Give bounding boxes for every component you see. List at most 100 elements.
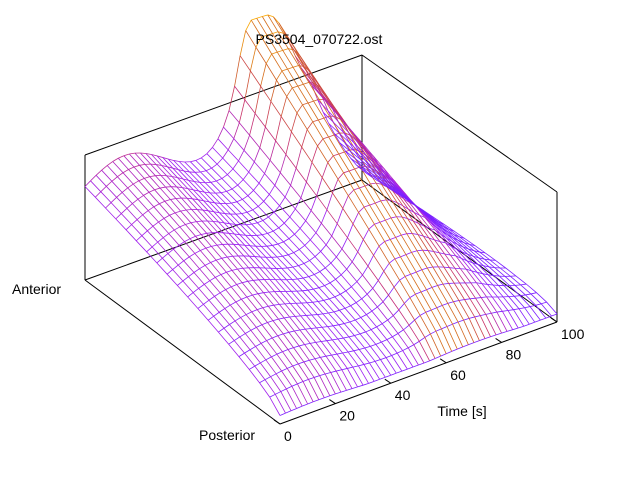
mesh-line-position (457, 346, 463, 350)
mesh-line-position (272, 335, 278, 339)
mesh-line-position (196, 220, 203, 223)
x-tick-mark (439, 358, 447, 364)
mesh-line-position (417, 234, 424, 237)
mesh-line-position (465, 268, 472, 272)
mesh-line-position (216, 157, 223, 165)
mesh-line-position (189, 235, 196, 240)
mesh-line-position (190, 160, 196, 163)
mesh-line-position (336, 248, 343, 258)
mesh-line-position (332, 338, 338, 341)
mesh-line-position (189, 253, 196, 258)
mesh-line-position (204, 191, 211, 194)
mesh-line-position (334, 293, 341, 298)
mesh-line-position (290, 168, 297, 186)
mesh-line-position (246, 209, 253, 213)
mesh-line-position (513, 308, 520, 311)
mesh-line-position (429, 358, 436, 362)
mesh-line-position (475, 297, 482, 299)
mesh-line-position (132, 198, 139, 204)
mesh-line-time (206, 153, 403, 372)
mesh-line-position (399, 276, 406, 281)
mesh-line-position (223, 324, 230, 329)
mesh-line-position (212, 138, 219, 148)
mesh-line-position (299, 328, 306, 331)
mesh-line-position (404, 297, 411, 304)
mesh-line-position (469, 316, 475, 319)
mesh-line-position (255, 343, 262, 347)
mesh-line-time (151, 154, 347, 391)
mesh-line-position (350, 302, 357, 307)
mesh-line-position (322, 112, 330, 124)
mesh-line-position (133, 164, 140, 168)
mesh-line-position (345, 150, 352, 159)
mesh-line-position (280, 388, 287, 392)
time-axis-ticks: 0 20 40 60 80 100 (273, 317, 585, 444)
mesh-line-position (261, 322, 268, 326)
mesh-line-position (270, 79, 277, 102)
mesh-line-position (268, 185, 276, 195)
mesh-line-position (254, 362, 261, 367)
mesh-line-position (302, 102, 309, 106)
mesh-line-position (366, 288, 374, 295)
mesh-line-position (397, 329, 404, 334)
mesh-line-position (162, 157, 169, 160)
mesh-line-position (194, 250, 201, 254)
mesh-line-position (256, 16, 263, 19)
mesh-line-position (305, 328, 312, 330)
mesh-line-position (187, 188, 194, 191)
mesh-line-position (444, 253, 451, 256)
mesh-line-position (226, 188, 233, 192)
mesh-line-position (234, 336, 240, 341)
mesh-line-position (344, 321, 350, 324)
y-axis-label-posterior: Posterior (199, 427, 255, 443)
mesh-line-position (367, 255, 374, 267)
mesh-line-position (357, 239, 364, 252)
mesh-line-position (278, 317, 285, 320)
mesh-line-position (324, 395, 330, 399)
mesh-line-position (423, 235, 430, 239)
mesh-line-position (286, 87, 293, 97)
mesh-line-position (361, 293, 368, 300)
mesh-line-position (259, 126, 266, 148)
mesh-line-position (297, 277, 304, 280)
x-tick-label: 80 (506, 346, 522, 362)
mesh-line-position (169, 212, 176, 216)
mesh-line-position (260, 340, 267, 344)
mesh-line-position (315, 223, 322, 234)
mesh-line-time (195, 160, 392, 376)
mesh-line-position (251, 17, 257, 21)
mesh-line-position (495, 332, 502, 336)
mesh-line-position (340, 268, 347, 276)
mesh-line-position (308, 377, 315, 380)
mesh-line-position (206, 232, 213, 234)
mesh-line-position (325, 354, 332, 357)
mesh-line-position (376, 323, 383, 328)
mesh-line-position (333, 324, 339, 327)
mesh-line-position (384, 239, 391, 242)
mesh-line-position (206, 147, 213, 154)
mesh-line-position (394, 256, 401, 260)
y-axis-label-anterior: Anterior (12, 281, 61, 297)
mesh-line-position (205, 167, 212, 172)
mesh-line-time (267, 14, 464, 348)
mesh-line-position (477, 271, 483, 275)
mesh-line-position (216, 244, 223, 246)
mesh-line-position (182, 187, 188, 190)
mesh-line-position (121, 187, 128, 193)
mesh-line-position (372, 280, 379, 289)
mesh-line-position (483, 265, 490, 268)
mesh-line-position (288, 252, 294, 256)
mesh-line-position (195, 157, 202, 161)
mesh-line-position (188, 272, 195, 277)
mesh-line-position (272, 318, 279, 322)
mesh-line-position (545, 315, 552, 319)
mesh-line-position (282, 349, 289, 353)
mesh-line-position (218, 327, 225, 333)
mesh-line-position (277, 241, 284, 245)
mesh-line-position (230, 301, 237, 306)
mesh-line-position (369, 360, 376, 364)
mesh-line-position (199, 265, 206, 270)
mesh-line-position (149, 175, 156, 178)
mesh-line-position (188, 179, 195, 182)
mesh-line-position (348, 189, 355, 197)
